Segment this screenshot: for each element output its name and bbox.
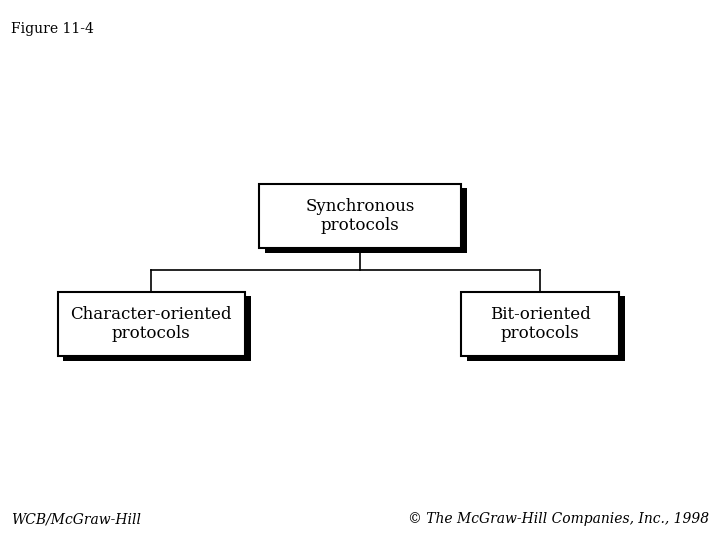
Text: Bit-oriented
protocols: Bit-oriented protocols: [490, 306, 590, 342]
Bar: [58, 292, 245, 356]
Bar: [63, 296, 251, 361]
Bar: [461, 292, 619, 356]
Bar: [259, 184, 461, 248]
Text: Figure 11-4: Figure 11-4: [11, 22, 94, 36]
Text: Synchronous
protocols: Synchronous protocols: [305, 198, 415, 234]
Bar: [467, 296, 625, 361]
Bar: [265, 188, 467, 253]
Text: WCB/McGraw-Hill: WCB/McGraw-Hill: [11, 512, 141, 526]
Text: © The McGraw-Hill Companies, Inc., 1998: © The McGraw-Hill Companies, Inc., 1998: [408, 512, 709, 526]
Text: Character-oriented
protocols: Character-oriented protocols: [71, 306, 232, 342]
